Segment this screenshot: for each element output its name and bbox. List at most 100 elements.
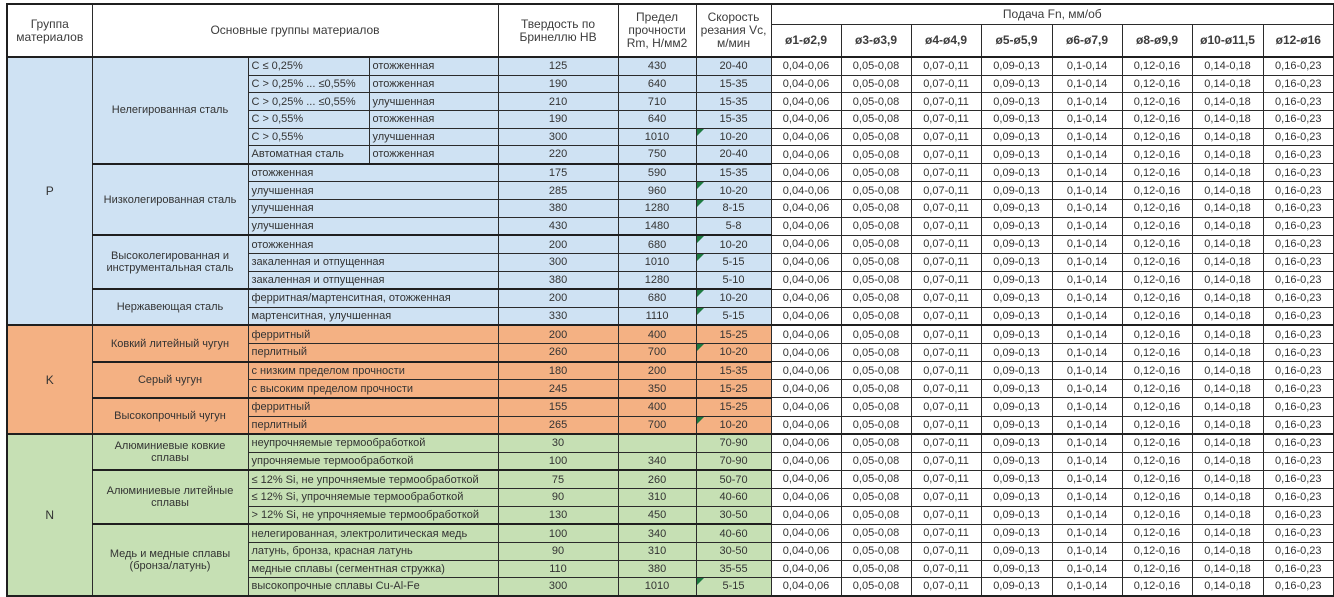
hardness-cell: 300 xyxy=(497,127,619,147)
feed-cell: 0,04-0,06 xyxy=(770,92,842,111)
feed-cell: 0,07-0,11 xyxy=(910,523,982,543)
feed-cell: 0,16-0,23 xyxy=(1262,270,1334,290)
feed-cell: 0,12-0,16 xyxy=(1121,415,1193,435)
feed-cell: 0,09-0,13 xyxy=(980,577,1053,597)
cutting-speed-cell: 30-50 xyxy=(695,541,772,561)
feed-cell: 0,14-0,18 xyxy=(1191,181,1264,200)
feed-cell: 0,14-0,18 xyxy=(1191,324,1264,345)
feed-cell: 0,14-0,18 xyxy=(1191,488,1264,507)
feed-cell: 0,12-0,16 xyxy=(1121,252,1193,272)
feed-cell: 0,16-0,23 xyxy=(1262,109,1334,129)
feed-cell: 0,07-0,11 xyxy=(910,163,982,183)
hardness-cell: 380 xyxy=(497,199,619,218)
state-cell: отожженная xyxy=(368,74,499,94)
hardness-cell: 210 xyxy=(497,92,619,111)
table-header: Группа материалов Основные группы матери… xyxy=(6,3,1334,58)
table-row: латунь, бронза, красная латунь 90 310 30-50… xyxy=(7,541,1334,561)
hardness-cell: 180 xyxy=(497,360,619,381)
feed-cell: 0,09-0,13 xyxy=(980,433,1053,453)
tensile-strength-cell: 450 xyxy=(617,505,697,525)
header-feed-diameter-1: ø1-ø2,9 xyxy=(770,23,842,58)
feed-cell: 0,04-0,06 xyxy=(770,541,842,561)
hardness-cell: 300 xyxy=(497,252,619,272)
comment-flag-icon xyxy=(697,291,704,298)
cutting-speed-cell: 15-35 xyxy=(695,92,772,111)
feed-cell: 0,14-0,18 xyxy=(1191,505,1264,525)
feed-cell: 0,05-0,08 xyxy=(840,451,912,471)
tensile-strength-cell: 700 xyxy=(617,415,697,435)
tensile-strength-cell: 1480 xyxy=(617,216,697,236)
feed-cell: 0,12-0,16 xyxy=(1121,397,1193,417)
feed-cell: 0,05-0,08 xyxy=(840,288,912,308)
condition-cell: отожженная xyxy=(247,162,499,183)
condition-cell: улучшенная xyxy=(247,216,499,236)
feed-cell: 0,09-0,13 xyxy=(980,181,1053,200)
cutting-speed-cell: 40-60 xyxy=(695,523,772,543)
header-feed-diameter-6: ø8-ø9,9 xyxy=(1121,23,1193,58)
cutting-speed-cell: 20-40 xyxy=(695,145,772,165)
feed-cell: 0,14-0,18 xyxy=(1191,199,1264,218)
comment-flag-icon xyxy=(697,578,704,586)
condition-cell: C ≤ 0,25% xyxy=(247,55,370,76)
feed-cell: 0,07-0,11 xyxy=(910,145,982,165)
feed-cell: 0,16-0,23 xyxy=(1262,342,1334,363)
cutting-speed-cell: 10-20 xyxy=(695,181,772,200)
header-feed-diameter-7: ø10-ø11,5 xyxy=(1191,23,1264,58)
feed-cell: 0,07-0,11 xyxy=(910,324,982,345)
feed-cell: 0,04-0,06 xyxy=(770,505,842,525)
tensile-strength-cell: 640 xyxy=(617,109,697,129)
feed-cell: 0,12-0,16 xyxy=(1121,324,1193,345)
feed-cell: 0,09-0,13 xyxy=(980,216,1053,236)
feed-cell: 0,12-0,16 xyxy=(1121,361,1193,381)
cutting-speed-cell: 20-40 xyxy=(695,55,772,76)
feed-cell: 0,12-0,16 xyxy=(1121,523,1193,543)
feed-cell: 0,07-0,11 xyxy=(910,109,982,129)
table-row: Серый чугун с низким пределом прочности 18… xyxy=(7,360,1334,399)
tensile-strength-cell: 640 xyxy=(617,74,697,94)
condition-cell: ферритная/мартенситная, отожженная xyxy=(247,288,499,308)
condition-cell: улучшенная xyxy=(247,199,499,218)
condition-cell: упрочняемые термообработкой xyxy=(247,451,499,471)
feed-cell: 0,14-0,18 xyxy=(1191,306,1264,326)
cutting-speed-cell: 15-25 xyxy=(695,379,772,399)
condition-cell: нелегированная, электролитическая медь xyxy=(247,523,499,543)
header-cutting-speed: Скорость резания Vc, м/мин xyxy=(695,3,772,58)
feed-cell: 0,05-0,08 xyxy=(840,361,912,381)
feed-cell: 0,14-0,18 xyxy=(1191,127,1264,147)
hardness-cell: 380 xyxy=(497,270,619,290)
feed-cell: 0,05-0,08 xyxy=(840,92,912,111)
feed-cell: 0,05-0,08 xyxy=(840,505,912,525)
hardness-cell: 175 xyxy=(497,162,619,183)
table-row: > 12% Si, не упрочняемые термообработкой… xyxy=(7,505,1334,525)
feed-cell: 0,1-0,14 xyxy=(1051,397,1123,417)
state-cell: улучшенная xyxy=(368,127,499,147)
tensile-strength-cell: 1110 xyxy=(617,306,697,326)
feed-cell: 0,1-0,14 xyxy=(1051,270,1123,290)
feed-cell: 0,12-0,16 xyxy=(1121,127,1193,147)
feed-cell: 0,09-0,13 xyxy=(980,145,1053,165)
feed-cell: 0,12-0,16 xyxy=(1121,469,1193,490)
table-row: улучшенная 430 1480 5-8 0,04-0,06 0,05-0,08 0,… xyxy=(7,216,1334,236)
feed-cell: 0,12-0,16 xyxy=(1121,109,1193,129)
feed-cell: 0,09-0,13 xyxy=(980,451,1053,471)
hardness-cell: 125 xyxy=(497,55,619,76)
tensile-strength-cell: 340 xyxy=(617,451,697,471)
feed-cell: 0,14-0,18 xyxy=(1191,288,1264,308)
hardness-cell: 285 xyxy=(497,181,619,200)
feed-cell: 0,04-0,06 xyxy=(770,74,842,94)
feed-cell: 0,12-0,16 xyxy=(1121,541,1193,561)
hardness-cell: 260 xyxy=(497,342,619,363)
tensile-strength-cell: 200 xyxy=(617,360,697,381)
feed-cell: 0,05-0,08 xyxy=(840,55,912,76)
header-feed-diameter-4: ø5-ø5,9 xyxy=(980,23,1053,58)
feed-cell: 0,16-0,23 xyxy=(1262,505,1334,525)
cutting-speed-cell: 5-15 xyxy=(695,252,772,272)
feed-cell: 0,04-0,06 xyxy=(770,270,842,290)
comment-flag-icon xyxy=(697,200,704,207)
hardness-cell: 330 xyxy=(497,306,619,326)
condition-cell: ферритный xyxy=(247,324,499,345)
feed-cell: 0,07-0,11 xyxy=(910,199,982,218)
feed-cell: 0,07-0,11 xyxy=(910,361,982,381)
table-row: Высоколегированная и инструментальная ст… xyxy=(7,234,1334,290)
feed-cell: 0,1-0,14 xyxy=(1051,541,1123,561)
